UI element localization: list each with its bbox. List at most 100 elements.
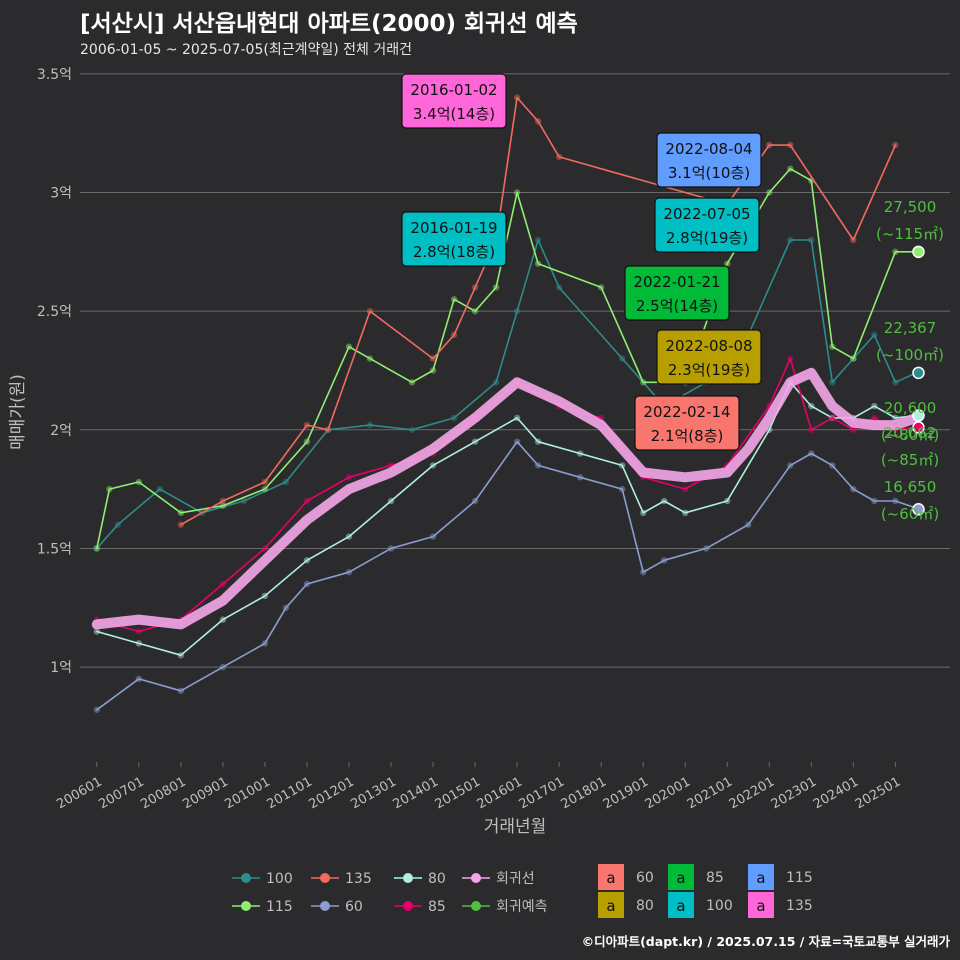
annotation-box [401,211,507,267]
series-point [829,414,836,422]
series-point [534,236,542,244]
x-tick-label: 202001 [643,774,693,812]
legend-line-label: 회귀예측 [496,899,548,915]
annotation-date: 2022-08-04 [665,140,752,158]
series-point [808,426,815,433]
series-point [576,450,584,457]
end-value-label: 16,650 [884,478,937,496]
legend-box-glyph: a [676,869,685,887]
x-tick-label: 201301 [349,774,399,812]
legend-box-label: 115 [786,870,813,886]
y-tick-label: 2.5억 [37,304,72,320]
y-tick-label: 1억 [50,660,72,676]
series-point [850,426,857,433]
series-point [492,379,500,386]
end-point-marker [912,409,925,422]
series-point [682,485,689,493]
series-point [471,284,479,291]
annotation-box [654,197,760,253]
series-point [850,485,857,493]
x-tick-label: 201601 [475,774,525,812]
series-point [240,497,248,505]
series-point [871,402,878,410]
series-point [261,485,269,493]
series-point [871,414,878,422]
series-point [219,580,227,588]
legend-box-swatch [748,892,774,918]
series-point [513,307,521,315]
series-point [408,379,416,386]
series-point [219,616,227,623]
series-point [345,474,353,481]
legend-point-swatch [320,873,330,883]
series-point [135,478,143,486]
series-point [639,568,647,576]
annotation-price: 2.1억(8층) [651,427,724,445]
legend-box-glyph: a [606,869,615,887]
series-point [829,462,836,469]
series-line [96,440,918,711]
series-point [534,462,542,469]
legend-point-swatch [403,873,413,883]
annotation-date: 2016-01-19 [410,219,497,237]
legend-box-swatch [598,892,624,918]
series-point [177,652,185,659]
legend-point-swatch [241,901,251,911]
annotation-box [656,132,762,188]
series-point [555,153,563,161]
series-point [639,379,647,386]
series-point [661,557,668,564]
series-point [534,438,542,445]
legend-box-glyph: a [676,897,685,915]
series-point [324,426,332,433]
legend-box-label: 60 [636,870,654,886]
legend-line-label: 60 [345,899,363,915]
annotation-date: 2016-01-02 [410,81,497,99]
annotation-date: 2022-08-08 [665,337,752,355]
series-point [871,331,878,339]
series-point [850,355,857,362]
x-tick-label: 200901 [180,774,230,812]
series-point [513,189,521,196]
series-point [766,141,773,149]
x-tick-label: 200801 [138,774,188,812]
series-point [724,260,731,267]
legend-box-glyph: a [606,897,615,915]
x-tick-label: 201401 [391,774,441,812]
series-point [618,462,626,469]
series-point [345,533,353,540]
chart-title: [서산시] 서산읍내현대 아파트(2000) 회귀선 예측 [80,11,578,37]
annotation-box [624,265,730,321]
series-line [96,239,918,550]
legend-box-label: 85 [706,870,724,886]
end-point-marker [912,245,925,259]
x-tick-label: 201501 [433,774,483,812]
series-point [703,545,710,552]
series-point [261,545,269,552]
series-point [766,189,773,196]
series-point [618,355,626,362]
legend-box-swatch [748,864,774,890]
x-axis-title: 거래년월 [484,817,547,837]
series-point [345,343,353,350]
source-credit: ©디아파트(dapt.kr) / 2025.07.15 / 자료=국토교통부 실… [581,934,950,949]
series-line [96,168,918,550]
annotation-price: 3.4억(14층) [413,105,495,123]
series-point [471,497,479,505]
legend-box-label: 80 [636,898,654,914]
series-point [724,497,731,505]
legend-box-swatch [668,892,694,918]
series-point [808,450,815,457]
series-point [492,284,500,291]
legend-box-glyph: a [756,897,765,915]
series-point [366,307,374,315]
end-value-label: 22,367 [884,319,937,337]
annotation-price: 3.1억(10층) [668,164,750,182]
series-point [387,545,395,552]
series-point [177,521,185,528]
series-point [303,497,311,505]
series-point [471,438,479,445]
legend-line-label: 85 [428,899,446,915]
y-tick-label: 3억 [50,186,72,202]
